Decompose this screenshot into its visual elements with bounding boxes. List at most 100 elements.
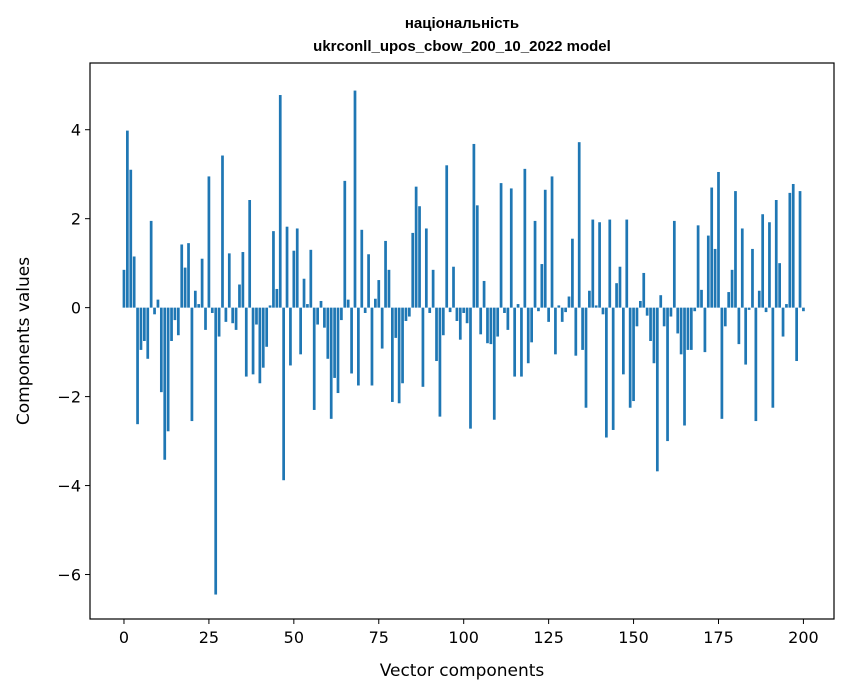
- bar: [319, 300, 323, 308]
- bar: [431, 269, 435, 308]
- bar: [662, 307, 666, 327]
- bar: [479, 307, 483, 335]
- bar: [676, 307, 680, 334]
- bar: [255, 307, 258, 325]
- chart-title: національність: [405, 15, 519, 32]
- bar: [404, 307, 408, 321]
- y-axis-ticks: −6 −4 −2 0 2 4: [57, 121, 90, 585]
- bar: [482, 280, 486, 308]
- bar: [791, 183, 795, 308]
- bar: [299, 307, 302, 355]
- bar: [340, 307, 343, 321]
- bar: [139, 307, 143, 350]
- bar: [265, 307, 269, 347]
- bar: [540, 264, 544, 308]
- bar: [428, 307, 432, 313]
- bar: [608, 219, 612, 308]
- bar: [343, 180, 347, 308]
- bar: [360, 229, 364, 308]
- bar: [302, 278, 306, 308]
- bar: [581, 307, 584, 350]
- bar: [455, 307, 459, 321]
- bar: [407, 307, 411, 317]
- bar: [183, 267, 187, 308]
- bar: [747, 307, 751, 310]
- bar: [411, 232, 415, 308]
- bar: [350, 307, 353, 374]
- bar: [469, 307, 472, 429]
- bar: [686, 307, 690, 350]
- bar: [214, 307, 218, 595]
- bar: [241, 252, 245, 308]
- bar: [740, 228, 744, 308]
- bar: [785, 304, 788, 308]
- bar: [445, 165, 449, 308]
- bar: [584, 307, 588, 408]
- bar: [278, 95, 282, 308]
- bar: [231, 307, 235, 324]
- bar: [132, 256, 136, 308]
- bar: [639, 300, 642, 308]
- bar: [509, 188, 513, 308]
- bar: [397, 307, 401, 404]
- bar: [778, 263, 781, 308]
- bar: [591, 219, 595, 308]
- bar: [622, 307, 625, 375]
- bar: [146, 307, 150, 359]
- bar: [696, 225, 700, 308]
- bar: [258, 307, 262, 384]
- bar: [666, 307, 669, 442]
- bar: [571, 238, 574, 308]
- bar: [537, 307, 540, 312]
- bar: [693, 307, 697, 312]
- bar: [193, 290, 197, 308]
- bar: [292, 250, 296, 308]
- bar: [567, 296, 571, 308]
- bar: [424, 228, 428, 308]
- bar: [649, 307, 652, 341]
- bar: [261, 307, 265, 368]
- bar: [625, 219, 629, 308]
- bar: [377, 280, 381, 308]
- bar: [761, 214, 765, 308]
- bar: [645, 307, 649, 316]
- bar: [248, 200, 252, 308]
- bar: [533, 220, 537, 308]
- bar: [458, 307, 462, 340]
- bar: [122, 269, 126, 308]
- bar: [421, 307, 425, 387]
- bar: [129, 169, 133, 308]
- bar: [577, 142, 581, 308]
- bar: [513, 307, 517, 377]
- bar: [312, 307, 316, 410]
- bar: [683, 307, 686, 426]
- x-axis-label: Vector components: [380, 661, 545, 681]
- bar: [227, 253, 231, 308]
- bar: [159, 307, 163, 393]
- bar: [418, 206, 421, 308]
- bar: [166, 307, 170, 432]
- y-axis-label: Components values: [14, 257, 34, 425]
- bar: [187, 243, 190, 308]
- x-tick-label: 50: [284, 628, 304, 647]
- bar: [659, 295, 663, 308]
- bar: [374, 298, 377, 308]
- bar: [669, 307, 673, 317]
- bar: [282, 307, 285, 481]
- y-tick-label: −6: [57, 566, 81, 585]
- bar: [713, 248, 717, 308]
- bar: [163, 307, 167, 460]
- bar: [744, 307, 748, 365]
- bar: [370, 307, 374, 386]
- x-tick-label: 200: [788, 628, 819, 647]
- x-tick-label: 0: [119, 628, 129, 647]
- bar: [217, 307, 221, 337]
- bar: [394, 307, 398, 338]
- bar: [448, 307, 452, 313]
- bar: [635, 307, 639, 327]
- bar: [506, 307, 510, 330]
- bar: [754, 307, 758, 422]
- bar: [734, 191, 737, 308]
- bar: [435, 307, 438, 362]
